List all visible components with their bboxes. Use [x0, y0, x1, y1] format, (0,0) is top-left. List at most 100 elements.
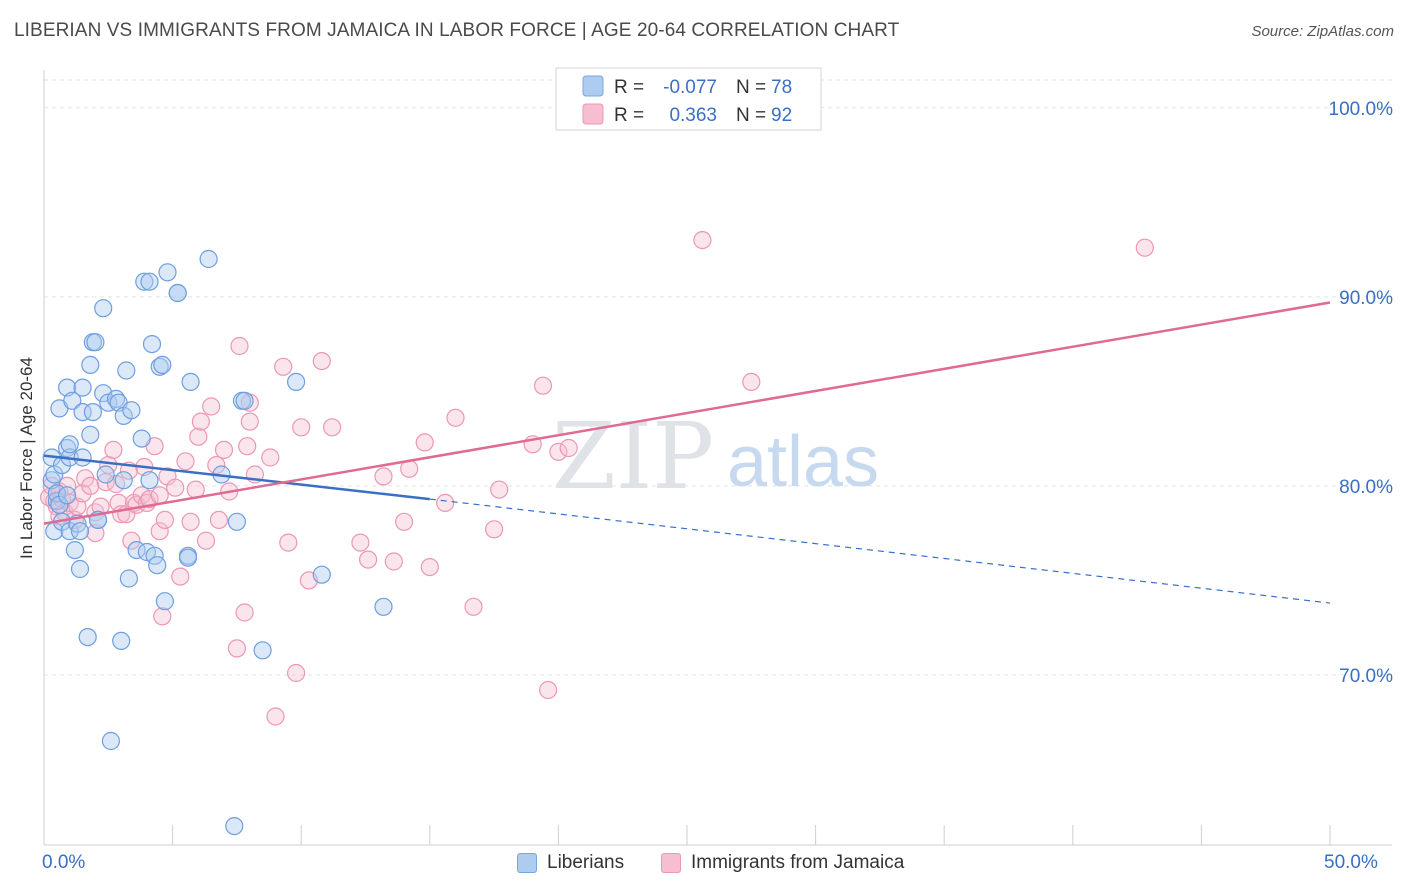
- legend-r-value-1: -0.077: [663, 77, 717, 98]
- y-tick-label: 70.0%: [1339, 666, 1393, 687]
- liberians-point: [153, 355, 172, 374]
- liberians-point: [140, 471, 159, 490]
- jamaica-point: [464, 597, 483, 616]
- jamaica-point: [1135, 238, 1154, 257]
- liberians-point: [78, 627, 97, 647]
- liberians-point: [122, 401, 141, 420]
- liberians-point: [148, 556, 167, 575]
- liberians-point: [114, 471, 133, 490]
- liberians-point: [119, 569, 138, 588]
- legend-item-jamaica[interactable]: Immigrants from Jamaica: [661, 852, 904, 874]
- liberians-point: [225, 816, 244, 836]
- jamaica-point: [266, 707, 285, 726]
- jamaica-point: [227, 639, 246, 658]
- liberians-point: [117, 361, 136, 380]
- jamaica-point: [693, 231, 712, 250]
- jamaica-point: [86, 523, 105, 543]
- jamaica-point: [189, 427, 208, 446]
- trend-lines: [43, 301, 1331, 604]
- legend-r-label-2: R =: [614, 105, 644, 126]
- legend-swatch-liberians: [517, 853, 537, 873]
- liberians-point: [253, 641, 272, 660]
- jamaica-point: [420, 557, 439, 577]
- jamaica-point: [274, 357, 293, 376]
- legend-r-label-1: R =: [614, 77, 644, 98]
- legend-swatch-blue: [582, 75, 604, 97]
- liberians-point: [287, 372, 306, 391]
- y-tick-label: 100.0%: [1329, 99, 1394, 120]
- jamaica-point: [323, 418, 342, 437]
- jamaica-point: [166, 478, 185, 497]
- liberians-point: [60, 435, 79, 454]
- y-tick-label: 80.0%: [1339, 477, 1393, 498]
- liberians-point: [63, 391, 82, 410]
- liberians-point: [235, 391, 254, 410]
- jamaica-point: [209, 510, 228, 530]
- watermark-zip: ZIP: [552, 403, 714, 510]
- legend-item-liberians[interactable]: Liberians: [517, 852, 624, 874]
- source-label: Source: ZipAtlas.com: [1251, 23, 1394, 40]
- legend-swatch-pink: [582, 103, 604, 125]
- liberians-point: [135, 272, 154, 291]
- jamaica-point: [202, 397, 221, 416]
- jamaica-point: [230, 336, 249, 356]
- liberians-point: [96, 465, 115, 484]
- liberians-point: [94, 299, 113, 318]
- liberians-point: [132, 429, 151, 448]
- jamaica-point: [181, 512, 200, 531]
- liberians-point: [199, 249, 218, 269]
- liberians-point: [81, 425, 100, 444]
- jamaica-point: [153, 607, 172, 626]
- jamaica-point: [395, 512, 414, 531]
- jamaica-point: [81, 476, 100, 495]
- jamaica-point: [104, 440, 123, 459]
- jamaica-point: [312, 352, 331, 371]
- jamaica-point: [140, 490, 159, 509]
- watermark-atlas: atlas: [727, 422, 879, 502]
- liberians-point: [70, 559, 90, 579]
- legend-label-liberians: Liberians: [547, 852, 625, 873]
- jamaica-point: [287, 663, 306, 683]
- liberians-point: [140, 272, 159, 291]
- jamaica-point: [73, 484, 92, 503]
- legend-label-jamaica: Immigrants from Jamaica: [691, 852, 905, 873]
- jamaica-point: [549, 442, 568, 461]
- axes: [43, 70, 1392, 846]
- liberians-point: [73, 378, 92, 397]
- trend-line-liberians-extension: [429, 498, 1331, 604]
- jamaica-point: [559, 438, 578, 458]
- jamaica-point: [485, 520, 504, 539]
- liberians-point: [181, 372, 200, 391]
- jamaica-point: [415, 433, 434, 452]
- watermark: ZIP atlas: [552, 403, 879, 510]
- liberians-point: [60, 522, 79, 541]
- jamaica-point: [171, 567, 190, 586]
- liberians-point: [73, 448, 92, 467]
- legend-n-label-1: N =: [736, 77, 766, 98]
- jamaica-point: [261, 448, 280, 467]
- legend-box: R = -0.077 N = 78 R = 0.363 N = 92: [555, 67, 822, 131]
- jamaica-point: [374, 467, 393, 486]
- jamaica-point: [384, 552, 403, 571]
- legend-n-label-2: N =: [736, 105, 766, 126]
- jamaica-point: [235, 603, 254, 622]
- liberians-point: [70, 522, 90, 541]
- y-tick-labels: 70.0% 80.0% 90.0% 100.0%: [1329, 99, 1394, 687]
- gridlines: [44, 79, 1392, 676]
- liberians-point: [83, 403, 103, 422]
- bottom-legend: Liberians Immigrants from Jamaica: [0, 852, 1406, 878]
- jamaica-point: [155, 510, 174, 530]
- liberians-point: [73, 403, 92, 422]
- liberians-point: [178, 548, 198, 567]
- legend-n-value-1: 78: [771, 77, 792, 98]
- jamaica-point: [150, 522, 169, 541]
- liberians-point: [158, 263, 177, 282]
- trend-line-liberians: [43, 454, 430, 501]
- jamaica-point: [191, 412, 210, 431]
- liberians-point: [150, 357, 169, 376]
- jamaica-point: [150, 486, 169, 505]
- jamaica-point: [533, 376, 553, 395]
- liberians-point: [374, 597, 393, 616]
- legend-r-value-2: 0.363: [669, 105, 717, 126]
